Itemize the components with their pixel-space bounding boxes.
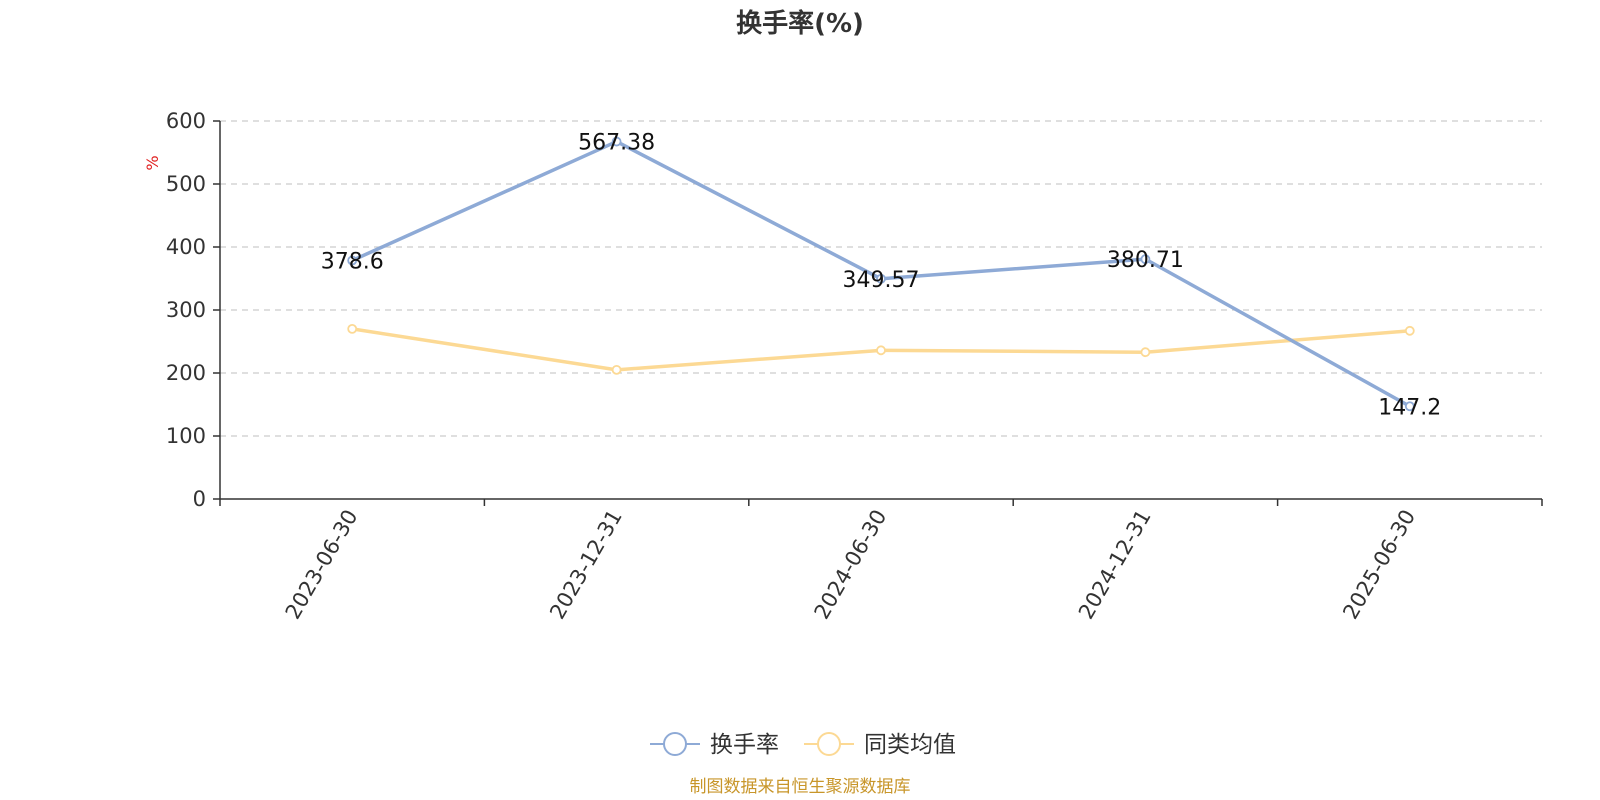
legend-label: 同类均值 <box>864 732 956 758</box>
y-tick-label: 0 <box>193 487 206 511</box>
x-tick-labels: 2023-06-30 2023-12-31 2024-06-30 2024-12-31… <box>281 506 1420 624</box>
data-point <box>1404 325 1415 336</box>
x-tick-label: 2023-06-30 <box>281 506 363 624</box>
data-label: 349.57 <box>843 268 920 293</box>
y-axis-unit: % <box>143 155 162 170</box>
y-tick-label: 500 <box>166 172 206 196</box>
data-labels: 378.6 567.38 349.57 380.71 147.2 <box>321 131 1442 421</box>
data-point <box>347 255 358 266</box>
data-point <box>347 323 358 334</box>
data-label: 378.6 <box>321 249 384 274</box>
y-tick-label: 400 <box>166 235 206 259</box>
series-group <box>347 136 1415 412</box>
x-tick-label: 2023-12-31 <box>545 506 627 624</box>
chart-title: 换手率(%) <box>736 8 864 39</box>
data-label: 567.38 <box>578 131 655 156</box>
y-tick-labels: 0 100 200 300 400 500 600 <box>166 109 206 511</box>
y-tick-label: 300 <box>166 298 206 322</box>
legend-label: 换手率 <box>710 732 779 758</box>
axes <box>213 120 1543 506</box>
legend-marker <box>817 732 841 756</box>
y-tick-label: 600 <box>166 109 206 133</box>
data-point <box>1140 347 1151 358</box>
y-tick-label: 200 <box>166 361 206 385</box>
data-point <box>1404 401 1415 412</box>
data-label: 147.2 <box>1378 395 1441 420</box>
x-tick-label: 2024-12-31 <box>1074 506 1156 624</box>
data-point <box>611 136 622 147</box>
x-tick-label: 2025-06-30 <box>1338 506 1420 624</box>
source-note: 制图数据来自恒生聚源数据库 <box>690 777 911 797</box>
legend-marker <box>663 732 687 756</box>
data-label: 380.71 <box>1107 248 1184 273</box>
data-point <box>611 364 622 375</box>
data-point <box>1140 254 1151 265</box>
x-tick-label: 2024-06-30 <box>810 506 892 624</box>
data-point <box>876 345 886 356</box>
grid-lines <box>220 120 1542 437</box>
data-point <box>876 273 886 284</box>
legend: 换手率 同类均值 <box>650 732 956 758</box>
y-tick-label: 100 <box>166 424 206 448</box>
